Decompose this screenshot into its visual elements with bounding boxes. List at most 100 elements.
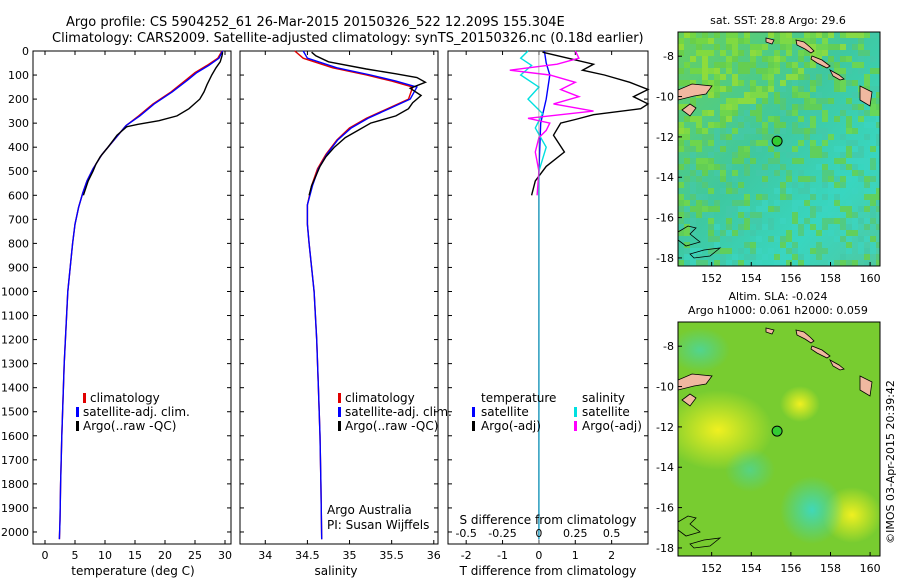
sst-pixel: [852, 152, 858, 158]
sst-pixel: [678, 212, 684, 218]
sst-pixel: [708, 110, 714, 116]
sst-pixel: [792, 92, 798, 98]
sst-pixel: [780, 146, 786, 152]
sst-pixel: [846, 260, 852, 266]
sst-pixel: [744, 200, 750, 206]
sst-pixel: [798, 260, 804, 266]
sst-pixel: [732, 254, 738, 260]
sst-pixel: [864, 194, 870, 200]
sst-pixel: [732, 158, 738, 164]
sst-pixel: [876, 224, 880, 230]
sst-pixel: [738, 116, 744, 122]
legend-temperature: temperature: [481, 391, 556, 405]
sst-pixel: [732, 32, 738, 38]
sst-pixel: [798, 230, 804, 236]
sst-pixel: [816, 152, 822, 158]
sst-pixel: [738, 182, 744, 188]
legend-t-satellite: satellite: [481, 405, 529, 419]
sst-pixel: [708, 224, 714, 230]
sst-pixel: [846, 224, 852, 230]
sst-pixel: [804, 182, 810, 188]
sst-pixel: [750, 92, 756, 98]
sst-pixel: [864, 248, 870, 254]
sst-pixel: [810, 98, 816, 104]
sst-pixel: [846, 152, 852, 158]
sst-pixel: [858, 158, 864, 164]
sst-pixel: [822, 116, 828, 122]
sst-pixel: [840, 44, 846, 50]
sst-pixel: [840, 158, 846, 164]
sst-pixel: [846, 230, 852, 236]
sst-pixel: [864, 176, 870, 182]
sst-pixel: [876, 164, 880, 170]
sst-pixel: [756, 116, 762, 122]
sst-pixel: [738, 200, 744, 206]
sst-pixel: [732, 110, 738, 116]
sst-pixel: [816, 248, 822, 254]
sst-pixel: [792, 158, 798, 164]
sst-pixel: [714, 44, 720, 50]
sst-pixel: [816, 146, 822, 152]
sst-pixel: [840, 176, 846, 182]
sst-pixel: [798, 74, 804, 80]
sst-pixel: [702, 80, 708, 86]
sst-pixel: [714, 68, 720, 74]
sst-pixel: [774, 158, 780, 164]
sst-pixel: [864, 86, 870, 92]
sst-pixel: [708, 152, 714, 158]
temp-x-tick-label: 15: [128, 549, 142, 562]
sst-pixel: [870, 212, 876, 218]
temp-legend: climatology satellite-adj. clim. Argo(..…: [76, 391, 190, 433]
sst-pixel: [828, 170, 834, 176]
diff-x-tick-label: 0: [535, 549, 542, 562]
sst-pixel: [786, 140, 792, 146]
sst-pixel: [852, 104, 858, 110]
sst-pixel: [858, 236, 864, 242]
sst-pixel: [810, 32, 816, 38]
sst-pixel: [786, 260, 792, 266]
sst-pixel: [840, 146, 846, 152]
sst-pixel: [702, 200, 708, 206]
sst-pixel: [762, 92, 768, 98]
legend-t-argo: Argo(-adj): [481, 419, 541, 433]
sst-pixel: [726, 86, 732, 92]
sst-pixel: [726, 224, 732, 230]
sst-pixel: [786, 194, 792, 200]
sst-pixel: [744, 164, 750, 170]
sst-pixel: [768, 116, 774, 122]
sst-pixel: [828, 62, 834, 68]
sst-pixel: [822, 164, 828, 170]
sst-pixel: [864, 74, 870, 80]
sst-pixel: [804, 176, 810, 182]
sst-pixel: [798, 140, 804, 146]
sst-pixel: [714, 236, 720, 242]
sst-pixel: [852, 92, 858, 98]
sst-pixel: [786, 50, 792, 56]
sst-pixel: [876, 98, 880, 104]
sst-pixel: [696, 248, 702, 254]
sst-pixel: [780, 128, 786, 134]
sst-pixel: [702, 110, 708, 116]
sst-pixel: [774, 32, 780, 38]
sst-pixel: [858, 146, 864, 152]
sst-pixel: [762, 68, 768, 74]
sst-map: [678, 32, 880, 266]
sst-pixel: [804, 38, 810, 44]
sst-pixel: [840, 74, 846, 80]
sst-pixel: [732, 134, 738, 140]
sst-pixel: [858, 50, 864, 56]
sst-pixel: [816, 164, 822, 170]
sst-pixel: [846, 104, 852, 110]
sst-pixel: [756, 44, 762, 50]
sst-pixel: [744, 170, 750, 176]
sst-pixel: [738, 260, 744, 266]
sst-pixel: [756, 86, 762, 92]
sst-pixel: [786, 62, 792, 68]
sst-pixel: [810, 206, 816, 212]
sst-pixel: [798, 254, 804, 260]
sst-pixel: [858, 218, 864, 224]
sst-pixel: [702, 74, 708, 80]
sst-pixel: [756, 140, 762, 146]
sst-pixel: [822, 44, 828, 50]
sst-pixel: [768, 206, 774, 212]
